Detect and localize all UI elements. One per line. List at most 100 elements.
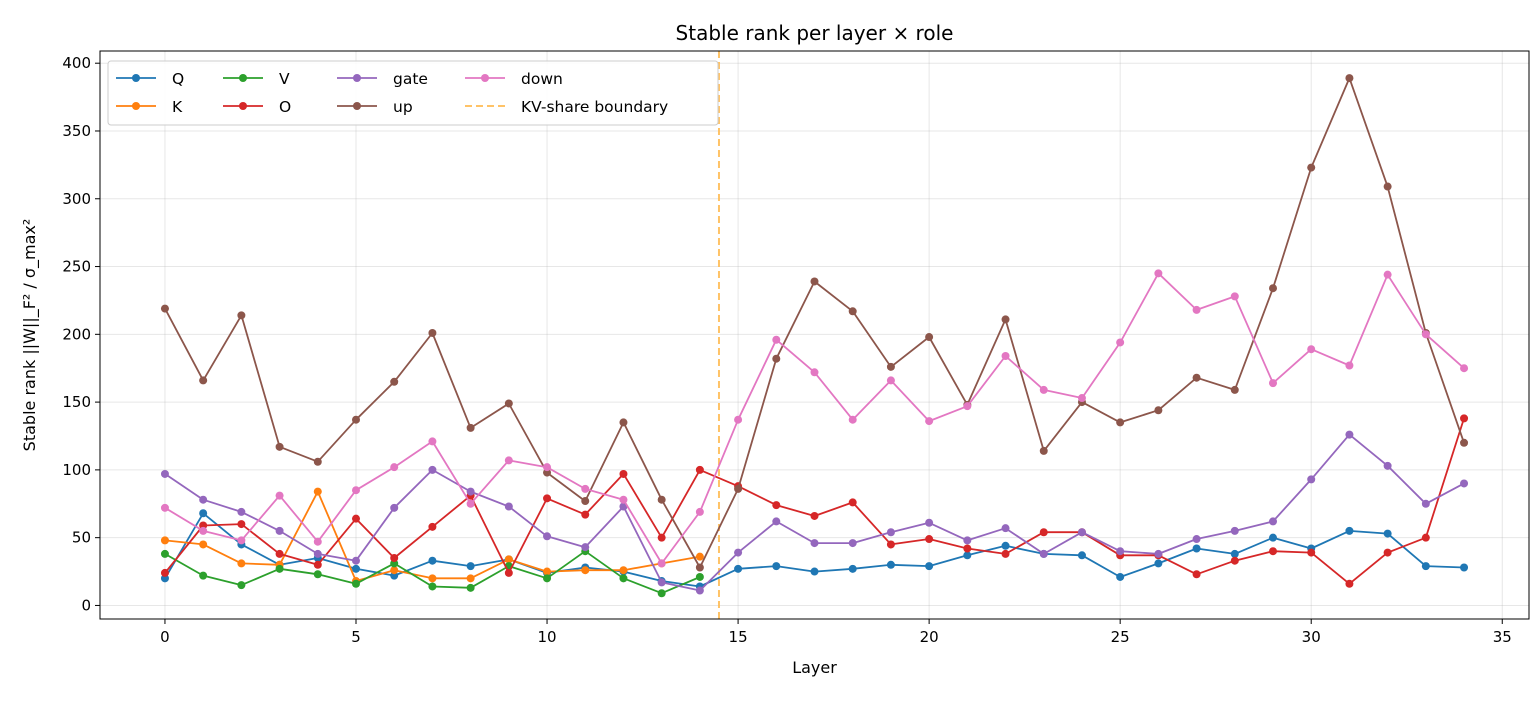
data-point-o bbox=[1269, 547, 1278, 556]
data-point-gate bbox=[1192, 535, 1201, 544]
data-point-k bbox=[237, 559, 246, 568]
x-tick-label: 30 bbox=[1302, 628, 1321, 646]
data-point-q bbox=[1421, 562, 1430, 571]
data-point-gate bbox=[160, 469, 169, 478]
data-point-up bbox=[1345, 74, 1354, 83]
legend-item-v: V bbox=[223, 70, 290, 88]
data-point-k bbox=[543, 567, 552, 576]
data-point-gate bbox=[428, 465, 437, 474]
data-point-up bbox=[1001, 315, 1010, 324]
legend-marker bbox=[481, 74, 489, 82]
data-point-q bbox=[1116, 572, 1125, 581]
data-point-down bbox=[160, 503, 169, 512]
data-point-down bbox=[848, 415, 857, 424]
y-tick-label: 0 bbox=[81, 596, 91, 614]
data-point-down bbox=[1421, 330, 1430, 339]
data-point-q bbox=[1383, 529, 1392, 538]
legend-item-k: K bbox=[116, 98, 183, 116]
data-point-down bbox=[351, 486, 360, 495]
data-point-gate bbox=[925, 518, 934, 527]
data-point-up bbox=[657, 495, 666, 504]
data-point-o bbox=[504, 568, 513, 577]
data-point-gate bbox=[772, 517, 781, 526]
plot-frame bbox=[99, 50, 1530, 620]
data-point-k bbox=[428, 574, 437, 583]
series-group bbox=[160, 74, 1469, 598]
data-point-up bbox=[1154, 406, 1163, 415]
data-point-q bbox=[1345, 526, 1354, 535]
legend-item-down: down bbox=[465, 70, 563, 88]
data-point-down bbox=[695, 507, 704, 516]
x-tick-label: 20 bbox=[920, 628, 939, 646]
data-point-up bbox=[886, 362, 895, 371]
data-point-o bbox=[1001, 549, 1010, 558]
data-point-up bbox=[1230, 385, 1239, 394]
data-point-down bbox=[1383, 270, 1392, 279]
legend-label: Q bbox=[172, 70, 184, 88]
data-point-gate bbox=[734, 548, 743, 557]
data-point-up bbox=[428, 328, 437, 337]
data-point-q bbox=[1077, 551, 1086, 560]
data-point-v bbox=[619, 574, 628, 583]
data-point-down bbox=[1460, 364, 1469, 373]
legend-label: V bbox=[279, 70, 290, 88]
data-point-v bbox=[237, 581, 246, 590]
data-point-o bbox=[886, 540, 895, 549]
legend-label: down bbox=[521, 70, 563, 88]
data-point-o bbox=[543, 494, 552, 503]
data-point-o bbox=[810, 511, 819, 520]
series-o bbox=[160, 414, 1469, 588]
data-point-gate bbox=[1116, 547, 1125, 556]
data-point-gate bbox=[466, 487, 475, 496]
data-point-up bbox=[466, 423, 475, 432]
data-point-q bbox=[810, 567, 819, 576]
x-tick-label: 35 bbox=[1493, 628, 1512, 646]
data-point-down bbox=[428, 437, 437, 446]
data-point-gate bbox=[810, 539, 819, 548]
data-point-k bbox=[504, 555, 513, 564]
y-tick-label: 150 bbox=[62, 393, 91, 411]
x-tick-label: 10 bbox=[537, 628, 556, 646]
data-point-v bbox=[160, 549, 169, 558]
y-tick-label: 250 bbox=[62, 258, 91, 276]
x-axis-label: Layer bbox=[792, 658, 837, 677]
data-point-q bbox=[772, 562, 781, 571]
data-point-gate bbox=[1077, 528, 1086, 537]
data-point-v bbox=[351, 579, 360, 588]
data-point-gate bbox=[848, 539, 857, 548]
data-point-q bbox=[1230, 549, 1239, 558]
data-point-o bbox=[390, 553, 399, 562]
data-point-o bbox=[1307, 548, 1316, 557]
data-point-gate bbox=[657, 578, 666, 587]
data-point-up bbox=[1383, 182, 1392, 191]
data-point-gate bbox=[1307, 475, 1316, 484]
data-point-k bbox=[390, 566, 399, 575]
data-point-v bbox=[466, 583, 475, 592]
y-tick-label: 50 bbox=[72, 529, 91, 547]
data-point-gate bbox=[1345, 430, 1354, 439]
y-tick-label: 100 bbox=[62, 461, 91, 479]
x-tick-label: 0 bbox=[160, 628, 170, 646]
data-point-down bbox=[581, 484, 590, 493]
data-point-o bbox=[1460, 414, 1469, 423]
data-point-down bbox=[657, 559, 666, 568]
y-tick-label: 300 bbox=[62, 190, 91, 208]
data-point-o bbox=[160, 568, 169, 577]
series-down bbox=[160, 269, 1469, 568]
data-point-o bbox=[925, 535, 934, 544]
y-axis-label: Stable rank ||W||_F² / σ_max² bbox=[20, 219, 40, 452]
data-point-gate bbox=[695, 586, 704, 595]
data-point-gate bbox=[1460, 479, 1469, 488]
data-point-gate bbox=[1383, 461, 1392, 470]
data-point-gate bbox=[543, 532, 552, 541]
data-point-o bbox=[695, 465, 704, 474]
data-point-up bbox=[160, 304, 169, 313]
data-point-q bbox=[1192, 544, 1201, 553]
data-point-down bbox=[925, 417, 934, 426]
data-point-gate bbox=[1421, 499, 1430, 508]
data-point-up bbox=[237, 311, 246, 320]
data-point-v bbox=[199, 571, 208, 580]
series-up bbox=[160, 74, 1469, 572]
